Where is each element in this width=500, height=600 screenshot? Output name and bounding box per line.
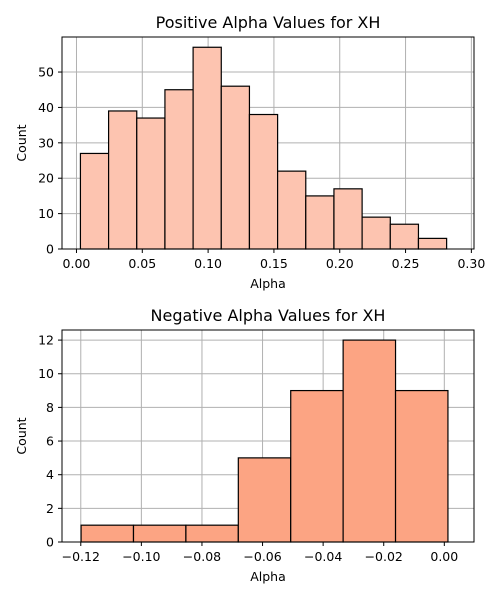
positive-histogram-bar — [361, 216, 391, 250]
negative-x-axis-label: Alpha — [250, 569, 286, 584]
positive-y-tick-label: 0 — [46, 242, 54, 257]
positive-x-tick-label: 0.05 — [128, 256, 156, 271]
positive-x-tick-label: 0.30 — [457, 256, 485, 271]
negative-y-tick-label: 0 — [46, 535, 54, 550]
positive-histogram-bar — [192, 46, 222, 250]
positive-histogram-bar — [248, 113, 279, 250]
positive-alpha-chart: 0.00 0.05 0.10 0.15 0.20 0.25 0.30 0 10 20 30 40 50 P… — [14, 13, 485, 291]
positive-x-tick-label: 0.15 — [260, 256, 288, 271]
negative-x-tick-label: −0.06 — [243, 549, 281, 564]
positive-histogram-bar — [136, 117, 166, 250]
negative-plot-frame — [61, 329, 475, 543]
negative-x-tick-label: −0.02 — [365, 549, 403, 564]
positive-y-tick-label: 40 — [38, 100, 54, 115]
negative-y-tick-label: 6 — [46, 434, 54, 449]
negative-x-tick-label: −0.04 — [304, 549, 342, 564]
negative-y-tick-label: 2 — [46, 501, 54, 516]
negative-y-axis-label: Count — [14, 417, 29, 454]
negative-histogram-bar — [342, 339, 397, 543]
positive-y-tick-label: 30 — [38, 135, 54, 150]
positive-y-tick-label: 20 — [38, 171, 54, 186]
positive-x-axis-label: Alpha — [250, 276, 286, 291]
positive-x-tick-label: 0.25 — [392, 256, 420, 271]
positive-histogram-bar — [220, 85, 251, 250]
positive-x-tick-label: 0.10 — [194, 256, 222, 271]
negative-y-tick-label: 4 — [46, 467, 54, 482]
negative-x-tick-label: −0.12 — [62, 549, 100, 564]
positive-y-tick-label: 50 — [38, 65, 54, 80]
negative-x-tick-label: 0.00 — [430, 549, 458, 564]
positive-histogram-bar — [305, 195, 335, 250]
negative-x-tick-label: −0.10 — [122, 549, 160, 564]
negative-x-tick-label: −0.08 — [183, 549, 221, 564]
positive-histogram-bar — [277, 170, 307, 250]
positive-x-tick-label: 0.20 — [326, 256, 354, 271]
negative-histogram-bar — [394, 389, 449, 543]
positive-chart-title: Positive Alpha Values for XH — [156, 13, 381, 32]
positive-histogram-bar — [333, 188, 363, 250]
negative-histogram-bar — [185, 524, 239, 543]
negative-histogram-bar — [237, 457, 292, 543]
negative-y-tick-label: 12 — [38, 333, 54, 348]
positive-histogram-bar — [417, 237, 448, 250]
negative-y-tick-label: 8 — [46, 400, 54, 415]
positive-x-tick-label: 0.00 — [63, 256, 91, 271]
negative-histogram-bar — [290, 389, 344, 543]
negative-histogram-bar — [132, 524, 187, 543]
positive-histogram-bar — [107, 110, 138, 250]
negative-alpha-chart: −0.12 −0.10 −0.08 −0.06 −0.04 −0.02 0.00 0 2 4 6 8 1… — [14, 306, 475, 584]
positive-histogram-bar — [389, 223, 420, 250]
negative-chart-title: Negative Alpha Values for XH — [151, 306, 386, 325]
positive-histogram-bar — [164, 89, 194, 250]
negative-histogram-bar — [80, 524, 135, 543]
positive-histogram-bar — [79, 152, 110, 250]
positive-y-tick-label: 10 — [38, 206, 54, 221]
positive-y-axis-label: Count — [14, 124, 29, 161]
negative-y-tick-label: 10 — [38, 366, 54, 381]
